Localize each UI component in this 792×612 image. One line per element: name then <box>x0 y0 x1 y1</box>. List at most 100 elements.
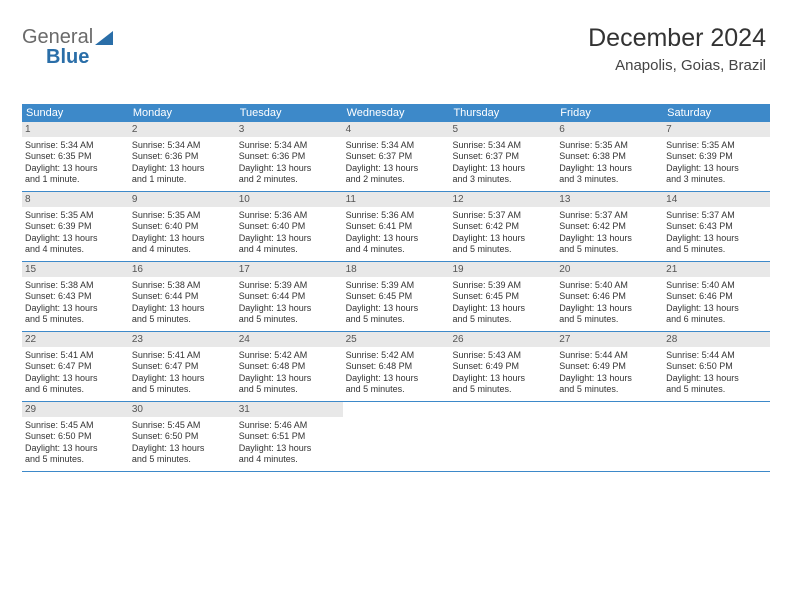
sunrise-text: Sunrise: 5:41 AM <box>132 350 233 361</box>
sunset-text: Sunset: 6:49 PM <box>559 361 660 372</box>
sunset-text: Sunset: 6:45 PM <box>346 291 447 302</box>
sunrise-text: Sunrise: 5:34 AM <box>25 140 126 151</box>
sunset-text: Sunset: 6:41 PM <box>346 221 447 232</box>
day-number: 1 <box>22 122 129 137</box>
day-cell: 21Sunrise: 5:40 AMSunset: 6:46 PMDayligh… <box>663 262 770 331</box>
daylight-text: Daylight: 13 hours <box>452 233 553 244</box>
day-number: 22 <box>22 332 129 347</box>
day-cell <box>556 402 663 471</box>
daylight-text: and 4 minutes. <box>239 244 340 255</box>
daylight-text: Daylight: 13 hours <box>132 303 233 314</box>
sunset-text: Sunset: 6:50 PM <box>25 431 126 442</box>
daylight-text: and 5 minutes. <box>559 314 660 325</box>
day-cell: 18Sunrise: 5:39 AMSunset: 6:45 PMDayligh… <box>343 262 450 331</box>
sunset-text: Sunset: 6:38 PM <box>559 151 660 162</box>
logo-text-blue: Blue <box>46 46 89 69</box>
sunrise-text: Sunrise: 5:35 AM <box>559 140 660 151</box>
day-cell: 11Sunrise: 5:36 AMSunset: 6:41 PMDayligh… <box>343 192 450 261</box>
sunrise-text: Sunrise: 5:34 AM <box>452 140 553 151</box>
week-row: 22Sunrise: 5:41 AM Sunset: 6:47 PM Dayligh… <box>22 332 770 402</box>
day-cell: 20Sunrise: 5:40 AMSunset: 6:46 PMDayligh… <box>556 262 663 331</box>
day-cell: 14Sunrise: 5:37 AMSunset: 6:43 PMDayligh… <box>663 192 770 261</box>
sunrise-text: Sunrise: 5:42 AM <box>346 350 447 361</box>
daylight-text: Daylight: 13 hours <box>25 163 126 174</box>
daylight-text: Daylight: 13 hours <box>239 443 340 454</box>
daylight-text: and 5 minutes. <box>346 314 447 325</box>
sunrise-text: Sunrise: 5:38 AM <box>132 280 233 291</box>
sunrise-text: Sunrise: 5:34 AM <box>346 140 447 151</box>
daylight-text: Daylight: 13 hours <box>25 303 126 314</box>
daylight-text: Daylight: 13 hours <box>559 233 660 244</box>
day-number: 26 <box>449 332 556 347</box>
day-cell: 9Sunrise: 5:35 AMSunset: 6:40 PMDaylight… <box>129 192 236 261</box>
day-number: 20 <box>556 262 663 277</box>
sunset-text: Sunset: 6:37 PM <box>452 151 553 162</box>
day-number: 4 <box>343 122 450 137</box>
daylight-text: Daylight: 13 hours <box>559 163 660 174</box>
daylight-text: and 5 minutes. <box>239 314 340 325</box>
daylight-text: and 5 minutes. <box>559 244 660 255</box>
sunrise-text: Sunrise: 5:40 AM <box>666 280 767 291</box>
week-row: 8Sunrise: 5:35 AMSunset: 6:39 PMDaylight… <box>22 192 770 262</box>
day-header-row: SundayMondayTuesdayWednesdayThursdayFrid… <box>22 104 770 122</box>
sunset-text: Sunset: 6:37 PM <box>346 151 447 162</box>
header: December 2024 Anapolis, Goias, Brazil <box>588 24 766 74</box>
daylight-text: Daylight: 13 hours <box>25 233 126 244</box>
daylight-text: Daylight: 13 hours <box>239 373 340 384</box>
day-number: 25 <box>343 332 450 347</box>
calendar-grid: SundayMondayTuesdayWednesdayThursdayFrid… <box>22 104 770 472</box>
sunrise-text: Sunrise: 5:37 AM <box>452 210 553 221</box>
daylight-text: and 6 minutes. <box>666 314 767 325</box>
daylight-text: and 3 minutes. <box>559 174 660 185</box>
daylight-text: Daylight: 13 hours <box>132 373 233 384</box>
daylight-text: Daylight: 13 hours <box>452 303 553 314</box>
daylight-text: and 5 minutes. <box>452 384 553 395</box>
sunset-text: Sunset: 6:47 PM <box>25 361 126 372</box>
day-cell: 26Sunrise: 5:43 AMSunset: 6:49 PMDayligh… <box>449 332 556 401</box>
daylight-text: and 4 minutes. <box>25 244 126 255</box>
daylight-text: and 5 minutes. <box>132 454 233 465</box>
week-row: 15Sunrise: 5:38 AMSunset: 6:43 PMDayligh… <box>22 262 770 332</box>
daylight-text: and 1 minute. <box>25 174 126 185</box>
day-cell: 4Sunrise: 5:34 AMSunset: 6:37 PMDaylight… <box>343 122 450 191</box>
day-cell <box>663 402 770 471</box>
day-number: 23 <box>129 332 236 347</box>
sunset-text: Sunset: 6:39 PM <box>666 151 767 162</box>
logo-triangle-icon <box>95 31 113 45</box>
sunrise-text: Sunrise: 5:39 AM <box>452 280 553 291</box>
day-number: 29 <box>22 402 129 417</box>
page-title: December 2024 <box>588 24 766 53</box>
sunrise-text: Sunrise: 5:39 AM <box>239 280 340 291</box>
day-header: Wednesday <box>343 104 450 122</box>
day-cell: 5Sunrise: 5:34 AMSunset: 6:37 PMDaylight… <box>449 122 556 191</box>
daylight-text: Daylight: 13 hours <box>25 443 126 454</box>
day-cell: 29Sunrise: 5:45 AMSunset: 6:50 PMDayligh… <box>22 402 129 471</box>
sunset-text: Sunset: 6:42 PM <box>559 221 660 232</box>
daylight-text: and 5 minutes. <box>239 384 340 395</box>
sunset-text: Sunset: 6:36 PM <box>132 151 233 162</box>
day-number: 5 <box>449 122 556 137</box>
day-number: 31 <box>236 402 343 417</box>
day-number: 30 <box>129 402 236 417</box>
daylight-text: and 2 minutes. <box>346 174 447 185</box>
day-number: 11 <box>343 192 450 207</box>
day-cell: 30Sunrise: 5:45 AMSunset: 6:50 PMDayligh… <box>129 402 236 471</box>
day-number: 3 <box>236 122 343 137</box>
sunset-text: Sunset: 6:40 PM <box>132 221 233 232</box>
day-number: 21 <box>663 262 770 277</box>
daylight-text: and 5 minutes. <box>132 384 233 395</box>
day-header: Thursday <box>449 104 556 122</box>
daylight-text: and 5 minutes. <box>25 314 126 325</box>
daylight-text: Daylight: 13 hours <box>559 373 660 384</box>
day-cell: 2Sunrise: 5:34 AMSunset: 6:36 PMDaylight… <box>129 122 236 191</box>
sunrise-text: Sunrise: 5:35 AM <box>666 140 767 151</box>
day-number: 8 <box>22 192 129 207</box>
day-cell: 17Sunrise: 5:39 AMSunset: 6:44 PMDayligh… <box>236 262 343 331</box>
day-number: 24 <box>236 332 343 347</box>
day-cell: 24Sunrise: 5:42 AMSunset: 6:48 PMDayligh… <box>236 332 343 401</box>
day-cell: 23Sunrise: 5:41 AMSunset: 6:47 PMDayligh… <box>129 332 236 401</box>
sunset-text: Sunset: 6:42 PM <box>452 221 553 232</box>
sunrise-text: Sunrise: 5:42 AM <box>239 350 340 361</box>
sunrise-text: Sunrise: 5:45 AM <box>132 420 233 431</box>
day-cell: 27Sunrise: 5:44 AMSunset: 6:49 PMDayligh… <box>556 332 663 401</box>
